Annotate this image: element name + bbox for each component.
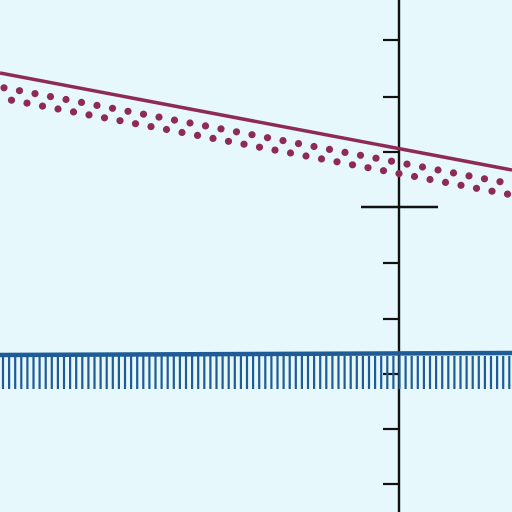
shading-dot: [496, 178, 504, 186]
shading-dot: [348, 161, 357, 169]
shading-dot: [54, 105, 62, 113]
y-axis-group: [361, 0, 438, 512]
shading-dot: [480, 175, 489, 183]
shading-dot: [232, 128, 241, 136]
shading-dot: [341, 148, 349, 156]
shading-dot: [472, 184, 481, 192]
shading-dot: [170, 116, 179, 124]
horizontal-line-hatch-marks: [1, 356, 511, 389]
shading-dot: [372, 154, 380, 162]
shading-dot: [224, 137, 233, 145]
shading-dot: [69, 108, 78, 116]
shading-dot: [387, 157, 396, 165]
shading-dot: [209, 134, 217, 142]
shading-dot: [131, 120, 140, 128]
shading-dot: [310, 142, 318, 151]
shading-dot: [15, 87, 24, 95]
shading-dot: [488, 187, 496, 195]
shading-dot: [395, 170, 403, 178]
shading-dot: [186, 119, 194, 127]
shading-dot: [139, 110, 148, 118]
shading-dot: [449, 169, 458, 177]
shading-dot: [46, 93, 55, 101]
shading-dot: [124, 107, 132, 115]
shading-dot: [0, 84, 8, 92]
shading-dot: [333, 158, 341, 166]
shading-dot: [302, 152, 310, 160]
shading-dot: [403, 160, 411, 168]
shading-dot: [279, 137, 287, 145]
shading-dot: [193, 131, 202, 139]
shading-dot: [116, 117, 124, 125]
diagonal-boundary-line: [0, 71, 512, 172]
diagonal-boundary-line-group: [0, 71, 512, 198]
shading-dot: [240, 140, 248, 148]
shading-dot: [503, 190, 512, 198]
shading-dot: [325, 145, 334, 153]
shading-dot: [317, 155, 326, 163]
shading-dot: [23, 99, 31, 107]
shading-dot: [147, 123, 155, 131]
shading-dot: [434, 166, 442, 174]
shading-dot: [7, 96, 16, 104]
shading-dot: [108, 104, 117, 112]
shading-dot: [410, 172, 419, 181]
shading-dot: [38, 102, 47, 110]
y-axis-ticks: [383, 38, 399, 486]
shading-dot: [418, 163, 427, 171]
shading-dot: [93, 101, 101, 109]
shading-dot: [62, 95, 70, 104]
shading-dot: [263, 134, 272, 142]
shading-dot: [255, 143, 264, 151]
shading-dot: [286, 149, 295, 157]
horizontal-boundary-line: [0, 350, 512, 358]
shading-dot: [85, 111, 93, 119]
shading-dot: [271, 146, 279, 154]
shading-dot: [155, 113, 163, 121]
shading-dot: [426, 175, 434, 184]
shading-dot: [178, 128, 186, 137]
shading-dot: [31, 90, 39, 98]
shading-dot: [294, 140, 303, 148]
shading-dot: [441, 178, 450, 186]
shading-dot: [364, 164, 372, 172]
shading-dot: [217, 125, 225, 133]
shading-dot: [77, 98, 86, 106]
boundary-shading-dots: [0, 84, 512, 198]
shading-dot: [356, 151, 365, 159]
shading-dot: [457, 181, 465, 189]
shading-dot: [201, 122, 210, 130]
shading-dot: [162, 125, 171, 134]
shading-dot: [379, 167, 388, 175]
horizontal-boundary-line-group: [0, 350, 512, 389]
shading-dot: [248, 131, 256, 139]
shading-dot: [100, 114, 109, 122]
shading-dot: [465, 172, 473, 180]
